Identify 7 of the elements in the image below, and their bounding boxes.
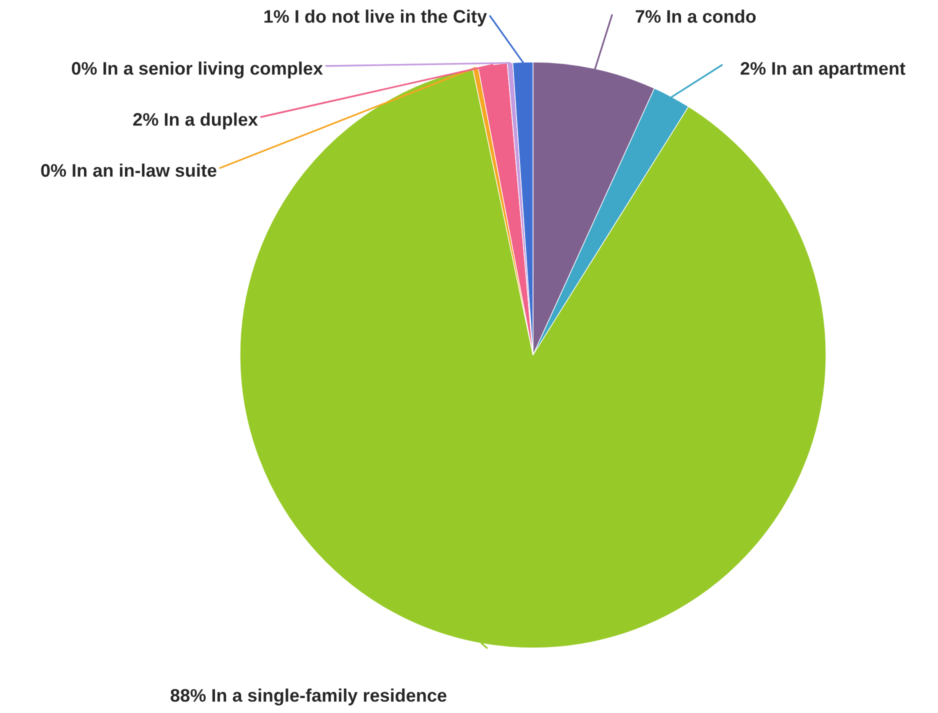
slice-label: 1% I do not live in the City bbox=[264, 10, 487, 26]
slice-label: 88% In a single-family residence bbox=[170, 688, 446, 706]
slice-label: 0% In a senior living complex bbox=[72, 62, 323, 78]
slice-label: 7% In a condo bbox=[636, 10, 756, 23]
slice-label: 2% In a duplex bbox=[133, 112, 258, 130]
slice-label: 2% In an apartment bbox=[740, 62, 906, 78]
slice-label: 0% In an in-law suite bbox=[41, 164, 216, 177]
